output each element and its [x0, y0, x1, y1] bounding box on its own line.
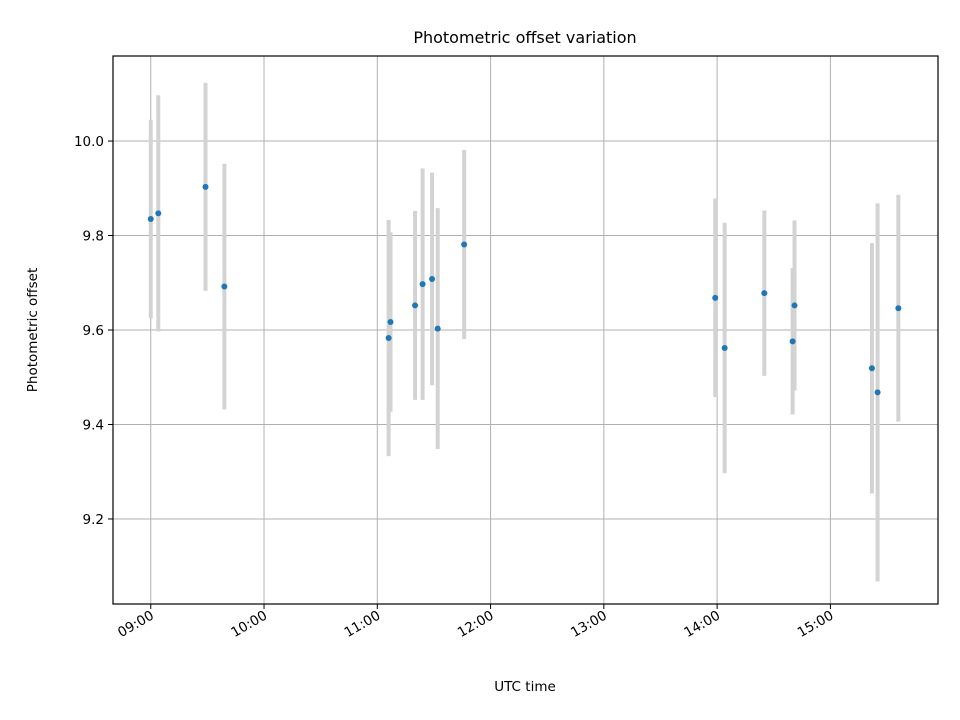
x-tick-label: 14:00	[681, 608, 723, 641]
x-tick-label: 12:00	[455, 608, 497, 641]
y-tick-label: 9.8	[83, 229, 104, 245]
data-point	[147, 215, 154, 222]
y-tick-label: 9.6	[83, 323, 104, 339]
data-point	[789, 338, 796, 345]
x-axis-label: UTC time	[494, 679, 556, 695]
point-layer	[147, 183, 902, 396]
data-point	[895, 305, 902, 312]
data-point	[434, 325, 441, 332]
errorbar-layer	[148, 82, 901, 582]
x-tick-label: 11:00	[342, 608, 384, 641]
data-point	[412, 302, 419, 309]
data-point	[791, 302, 798, 309]
y-tick-label: 9.4	[83, 417, 104, 433]
x-tick-label: 15:00	[795, 608, 837, 641]
x-tick-label: 09:00	[115, 608, 157, 641]
data-point	[874, 389, 881, 396]
data-point	[721, 344, 728, 351]
data-point	[221, 283, 228, 290]
y-axis-label: Photometric offset	[25, 268, 41, 392]
data-point	[419, 281, 426, 288]
x-tick-label: 13:00	[568, 608, 610, 641]
data-point	[385, 335, 392, 342]
chart-title: Photometric offset variation	[413, 28, 636, 47]
tick-layer: 09:00 10:00 11:00 12:00 13:00 14:00 15:00 9.2 9.…	[74, 134, 836, 641]
data-point	[155, 210, 162, 217]
y-tick-label: 9.2	[83, 512, 104, 528]
y-tick-label: 10.0	[74, 134, 104, 150]
data-point	[461, 241, 468, 248]
data-point	[712, 294, 719, 301]
data-point	[202, 183, 209, 190]
data-point	[868, 365, 875, 372]
grid-layer	[113, 56, 938, 604]
data-point	[429, 275, 436, 282]
data-point	[761, 290, 768, 297]
data-point	[387, 318, 394, 325]
x-tick-label: 10:00	[228, 608, 270, 641]
